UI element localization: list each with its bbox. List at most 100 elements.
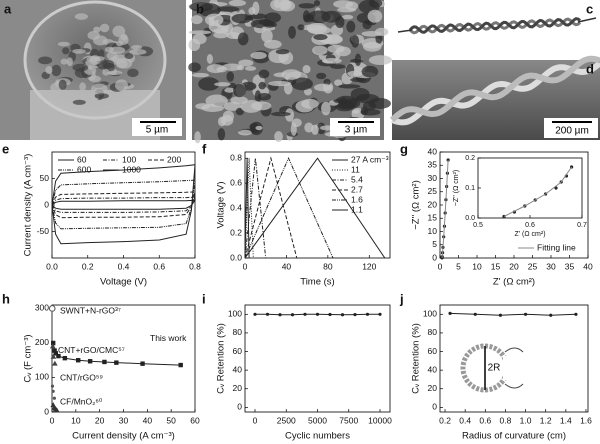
y-tick-label: 0.2: [465, 155, 475, 162]
texture: [217, 128, 226, 141]
y-tick-label: 200: [35, 337, 49, 347]
texture: [238, 129, 253, 136]
x-tick-label: 0.2: [439, 415, 451, 425]
marker: [315, 312, 320, 316]
x-tick-label: 40: [583, 261, 593, 271]
texture: [321, 58, 342, 64]
y-tick-label: 100: [423, 309, 437, 319]
annotation: SWNT+N-rGO³⁷: [60, 305, 121, 315]
texture: [327, 44, 345, 53]
texture: [361, 65, 379, 78]
x-tick-label: 10: [472, 261, 482, 271]
marker: [498, 313, 503, 317]
texture: [223, 101, 242, 111]
x-tick-label: 2500: [277, 415, 296, 425]
y-tick-label: 0.1: [465, 185, 475, 192]
marker: [56, 353, 61, 359]
texture: [297, 24, 305, 31]
x-tick-label: 10: [71, 415, 81, 425]
x-axis-label: Z' (Ω cm²): [514, 231, 545, 238]
texture: [346, 20, 356, 33]
texture: [314, 83, 333, 92]
wire: [397, 29, 413, 33]
x-axis-label: Time (s): [300, 277, 334, 288]
marker: [378, 312, 382, 316]
y-axis-label: −Z'' (Ω cm²): [411, 180, 422, 230]
texture: [313, 0, 321, 6]
series-line: [51, 199, 196, 210]
texture: [60, 58, 68, 65]
texture: [224, 87, 235, 93]
y-tick-label: 0.2: [230, 227, 242, 237]
series-line: [441, 159, 449, 259]
marker: [253, 312, 257, 316]
texture: [116, 60, 128, 69]
y-tick-label: 0.6: [230, 177, 242, 187]
texture: [307, 26, 332, 35]
texture: [255, 125, 263, 131]
wire: [504, 347, 524, 389]
marker: [52, 360, 58, 366]
series-line: [244, 156, 334, 259]
texture: [192, 33, 207, 45]
marker: [53, 351, 59, 356]
texture: [270, 111, 291, 117]
marker: [290, 313, 295, 317]
texture: [228, 0, 247, 7]
texture: [263, 39, 282, 49]
legend-label: 2.7: [351, 184, 363, 194]
texture: [367, 9, 383, 23]
texture: [57, 41, 70, 47]
texture: [79, 82, 86, 92]
x-tick-label: 0.4: [118, 261, 130, 271]
y-tick-label: 0: [44, 199, 49, 209]
chart: 0.0 0.2 0.4 0.6 0.8 -50 0 50 Voltage (V) Current …: [23, 151, 201, 288]
texture: [261, 29, 273, 43]
x-tick-label: 1.4: [560, 415, 572, 425]
marker: [448, 311, 452, 315]
y-tick-label: 40: [428, 364, 438, 374]
x-tick-label: 30: [119, 415, 129, 425]
marker: [114, 360, 119, 365]
y-tick-label: 5: [432, 239, 437, 249]
annotation: This work: [150, 333, 187, 343]
texture: [275, 49, 290, 55]
x-axis-label: Z' (Ω cm²): [493, 277, 535, 288]
x-axis-label: Voltage (V): [100, 277, 147, 288]
scale-label: 3 µm: [345, 125, 367, 136]
y-axis-label: −Z'' (Ω cm²): [453, 170, 460, 206]
strand: [391, 60, 600, 126]
texture: [360, 108, 381, 116]
texture: [190, 15, 203, 25]
x-tick-label: 0.2: [82, 261, 94, 271]
y-tick-label: 0.8: [230, 152, 242, 162]
texture: [250, 51, 267, 60]
chart: 0 5 10 15 20 25 30 35 40 0 5 10 15 20 25 30 35 40 Z' (Ω cm…: [411, 146, 593, 287]
texture: [231, 13, 252, 24]
texture: [104, 46, 114, 53]
x-tick-label: 0.5: [473, 222, 483, 229]
texture: [198, 3, 221, 17]
texture: [301, 98, 319, 109]
panel-label: d: [586, 61, 594, 76]
texture: [312, 45, 328, 56]
y-axis-label: Voltage (V): [216, 182, 227, 229]
y-tick-label: 0: [432, 252, 437, 262]
texture: [188, 62, 201, 73]
y-tick-label: 0.0: [465, 215, 475, 222]
texture: [91, 83, 108, 95]
legend-label: Fitting line: [537, 242, 576, 252]
panel-label: i: [202, 291, 206, 306]
y-tick-label: 20: [428, 383, 438, 393]
texture: [194, 131, 201, 144]
y-tick-label: 60: [233, 346, 243, 356]
marker: [76, 358, 81, 363]
x-tick-label: 60: [190, 415, 200, 425]
texture: [330, 64, 346, 69]
texture: [240, 99, 263, 113]
panel-label: f: [202, 141, 207, 156]
y-tick-label: 10: [428, 226, 438, 236]
texture: [307, 10, 331, 24]
inset-label: 2R: [488, 363, 501, 374]
